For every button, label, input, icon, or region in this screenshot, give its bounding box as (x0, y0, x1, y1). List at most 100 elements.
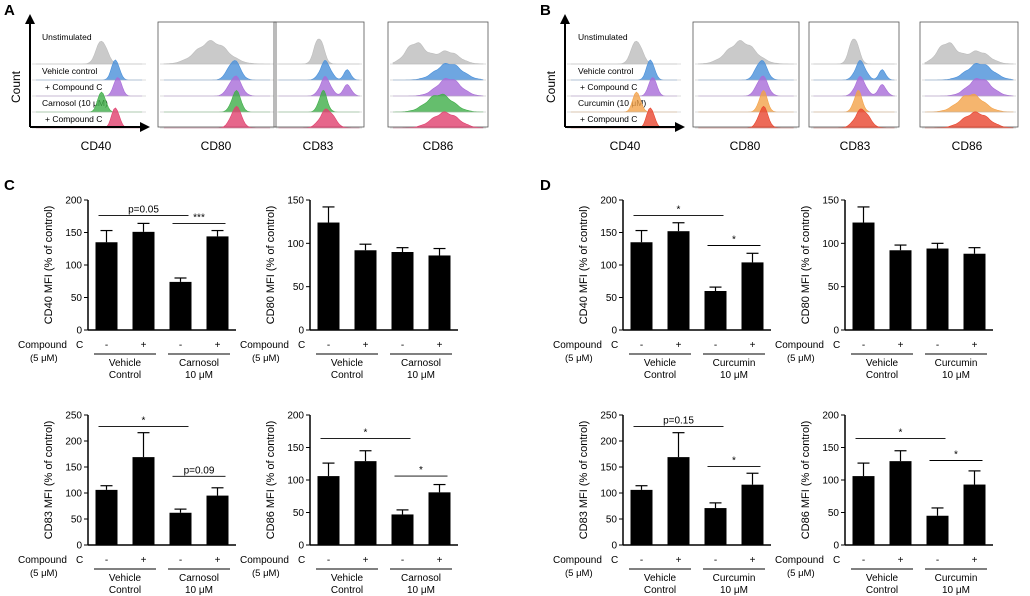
bar (852, 476, 875, 545)
treatment-sign: + (750, 555, 756, 566)
group-label-vehicle-2: Control (109, 370, 141, 381)
bar (391, 252, 414, 330)
bar (667, 457, 690, 545)
treatment-sign: + (363, 555, 369, 566)
y-tick-label: 100 (287, 476, 304, 487)
treatment-sign: - (862, 340, 865, 351)
y-tick-label: 50 (293, 508, 305, 519)
compound-dose-label: (5 μM) (565, 353, 593, 364)
treatment-sign: + (750, 340, 756, 351)
bar (741, 484, 764, 545)
flow-a-x-arrowhead (140, 122, 150, 132)
bar (95, 489, 118, 545)
histogram-trace-5 (163, 105, 271, 129)
bar (963, 484, 986, 545)
bar (354, 250, 377, 330)
significance-label: * (364, 427, 368, 438)
compound-c-label: C (611, 555, 618, 566)
histogram-trace-1 (278, 38, 360, 65)
histogram-trace-3 (698, 75, 794, 97)
compound-dose-label: (5 μM) (30, 353, 58, 364)
bar (889, 250, 912, 330)
histogram-a-cd80 (157, 21, 277, 129)
histogram-b-cd83 (808, 21, 900, 129)
flow-a-row-label-2: Vehicle control (42, 66, 97, 76)
treatment-sign: - (862, 555, 865, 566)
histogram-trace-1 (35, 40, 143, 65)
marker-label-a-cd40: CD40 (81, 139, 112, 153)
flow-b-row-label-3: + Compound C (580, 82, 637, 92)
y-tick-label: 0 (833, 541, 839, 552)
panel-label-d: D (540, 177, 551, 194)
treatment-sign: + (215, 340, 221, 351)
flow-a-row-label-4: Carnosol (10 μM) (42, 98, 108, 108)
group-label-treatment-2: 10 μM (185, 370, 213, 381)
flow-histograms (25, 14, 1019, 132)
y-axis-label: CD86 MFI (% of control) (265, 421, 277, 540)
bar-chart-d1: 0 50 100 150 200 CD40 MFI (% of control) * * Com… (553, 196, 771, 381)
histogram-trace-5 (698, 105, 794, 129)
y-tick-label: 150 (822, 196, 839, 207)
y-axis-label: CD83 MFI (% of control) (43, 421, 55, 540)
group-label-treatment-1: Carnosol (179, 358, 219, 369)
group-label-treatment-1: Carnosol (179, 573, 219, 584)
group-label-treatment-2: 10 μM (942, 585, 970, 596)
group-label-vehicle-2: Control (644, 370, 676, 381)
significance-label: p=0.09 (184, 465, 215, 476)
treatment-sign: - (179, 340, 182, 351)
group-label-treatment-2: 10 μM (720, 370, 748, 381)
bar (391, 514, 414, 545)
bar (926, 515, 949, 545)
y-tick-label: 200 (65, 196, 82, 207)
compound-dose-label: (5 μM) (30, 568, 58, 579)
compound-dose-label: (5 μM) (252, 568, 280, 579)
histogram-trace-4 (163, 89, 271, 113)
flow-b-row-label-2: Vehicle control (578, 66, 633, 76)
compound-c-label: C (76, 340, 83, 351)
treatment-sign: - (714, 555, 717, 566)
group-label-treatment-1: Carnosol (401, 573, 441, 584)
panel-label-b: B (540, 2, 551, 19)
compound-c-label: C (611, 340, 618, 351)
flow-a-row-label-5: + Compound C (45, 114, 102, 124)
y-tick-label: 50 (828, 508, 840, 519)
y-tick-label: 150 (822, 443, 839, 454)
treatment-sign: - (327, 555, 330, 566)
bar (95, 242, 118, 330)
y-tick-label: 200 (822, 411, 839, 422)
y-tick-label: 0 (76, 541, 82, 552)
group-label-vehicle-1: Vehicle (866, 573, 899, 584)
treatment-sign: - (401, 340, 404, 351)
flow-b-y-arrowhead (560, 14, 570, 24)
y-tick-label: 0 (611, 326, 617, 337)
bar (852, 222, 875, 330)
y-tick-label: 200 (600, 437, 617, 448)
compound-label: Compound (775, 340, 824, 351)
compound-c-label: C (298, 340, 305, 351)
group-label-vehicle-1: Vehicle (644, 358, 677, 369)
group-label-vehicle-2: Control (866, 585, 898, 596)
bar (132, 231, 155, 330)
treatment-sign: + (215, 555, 221, 566)
y-tick-label: 0 (76, 326, 82, 337)
significance-label: * (732, 455, 736, 466)
significance-label: * (419, 465, 423, 476)
y-tick-label: 200 (65, 437, 82, 448)
compound-label: Compound (240, 555, 289, 566)
group-label-treatment-2: 10 μM (185, 585, 213, 596)
y-tick-label: 50 (293, 282, 305, 293)
y-tick-label: 250 (65, 411, 82, 422)
histogram-frame (157, 21, 277, 128)
bar (667, 231, 690, 330)
treatment-sign: - (401, 555, 404, 566)
bar (963, 253, 986, 330)
histogram-b-cd80 (692, 21, 800, 129)
y-axis-label: CD86 MFI (% of control) (800, 421, 812, 540)
flow-a-row-label-1: Unstimulated (42, 32, 92, 42)
significance-label: * (954, 450, 958, 461)
significance-label: *** (193, 212, 205, 223)
bar (630, 242, 653, 330)
bar (704, 291, 727, 330)
compound-label: Compound (775, 555, 824, 566)
